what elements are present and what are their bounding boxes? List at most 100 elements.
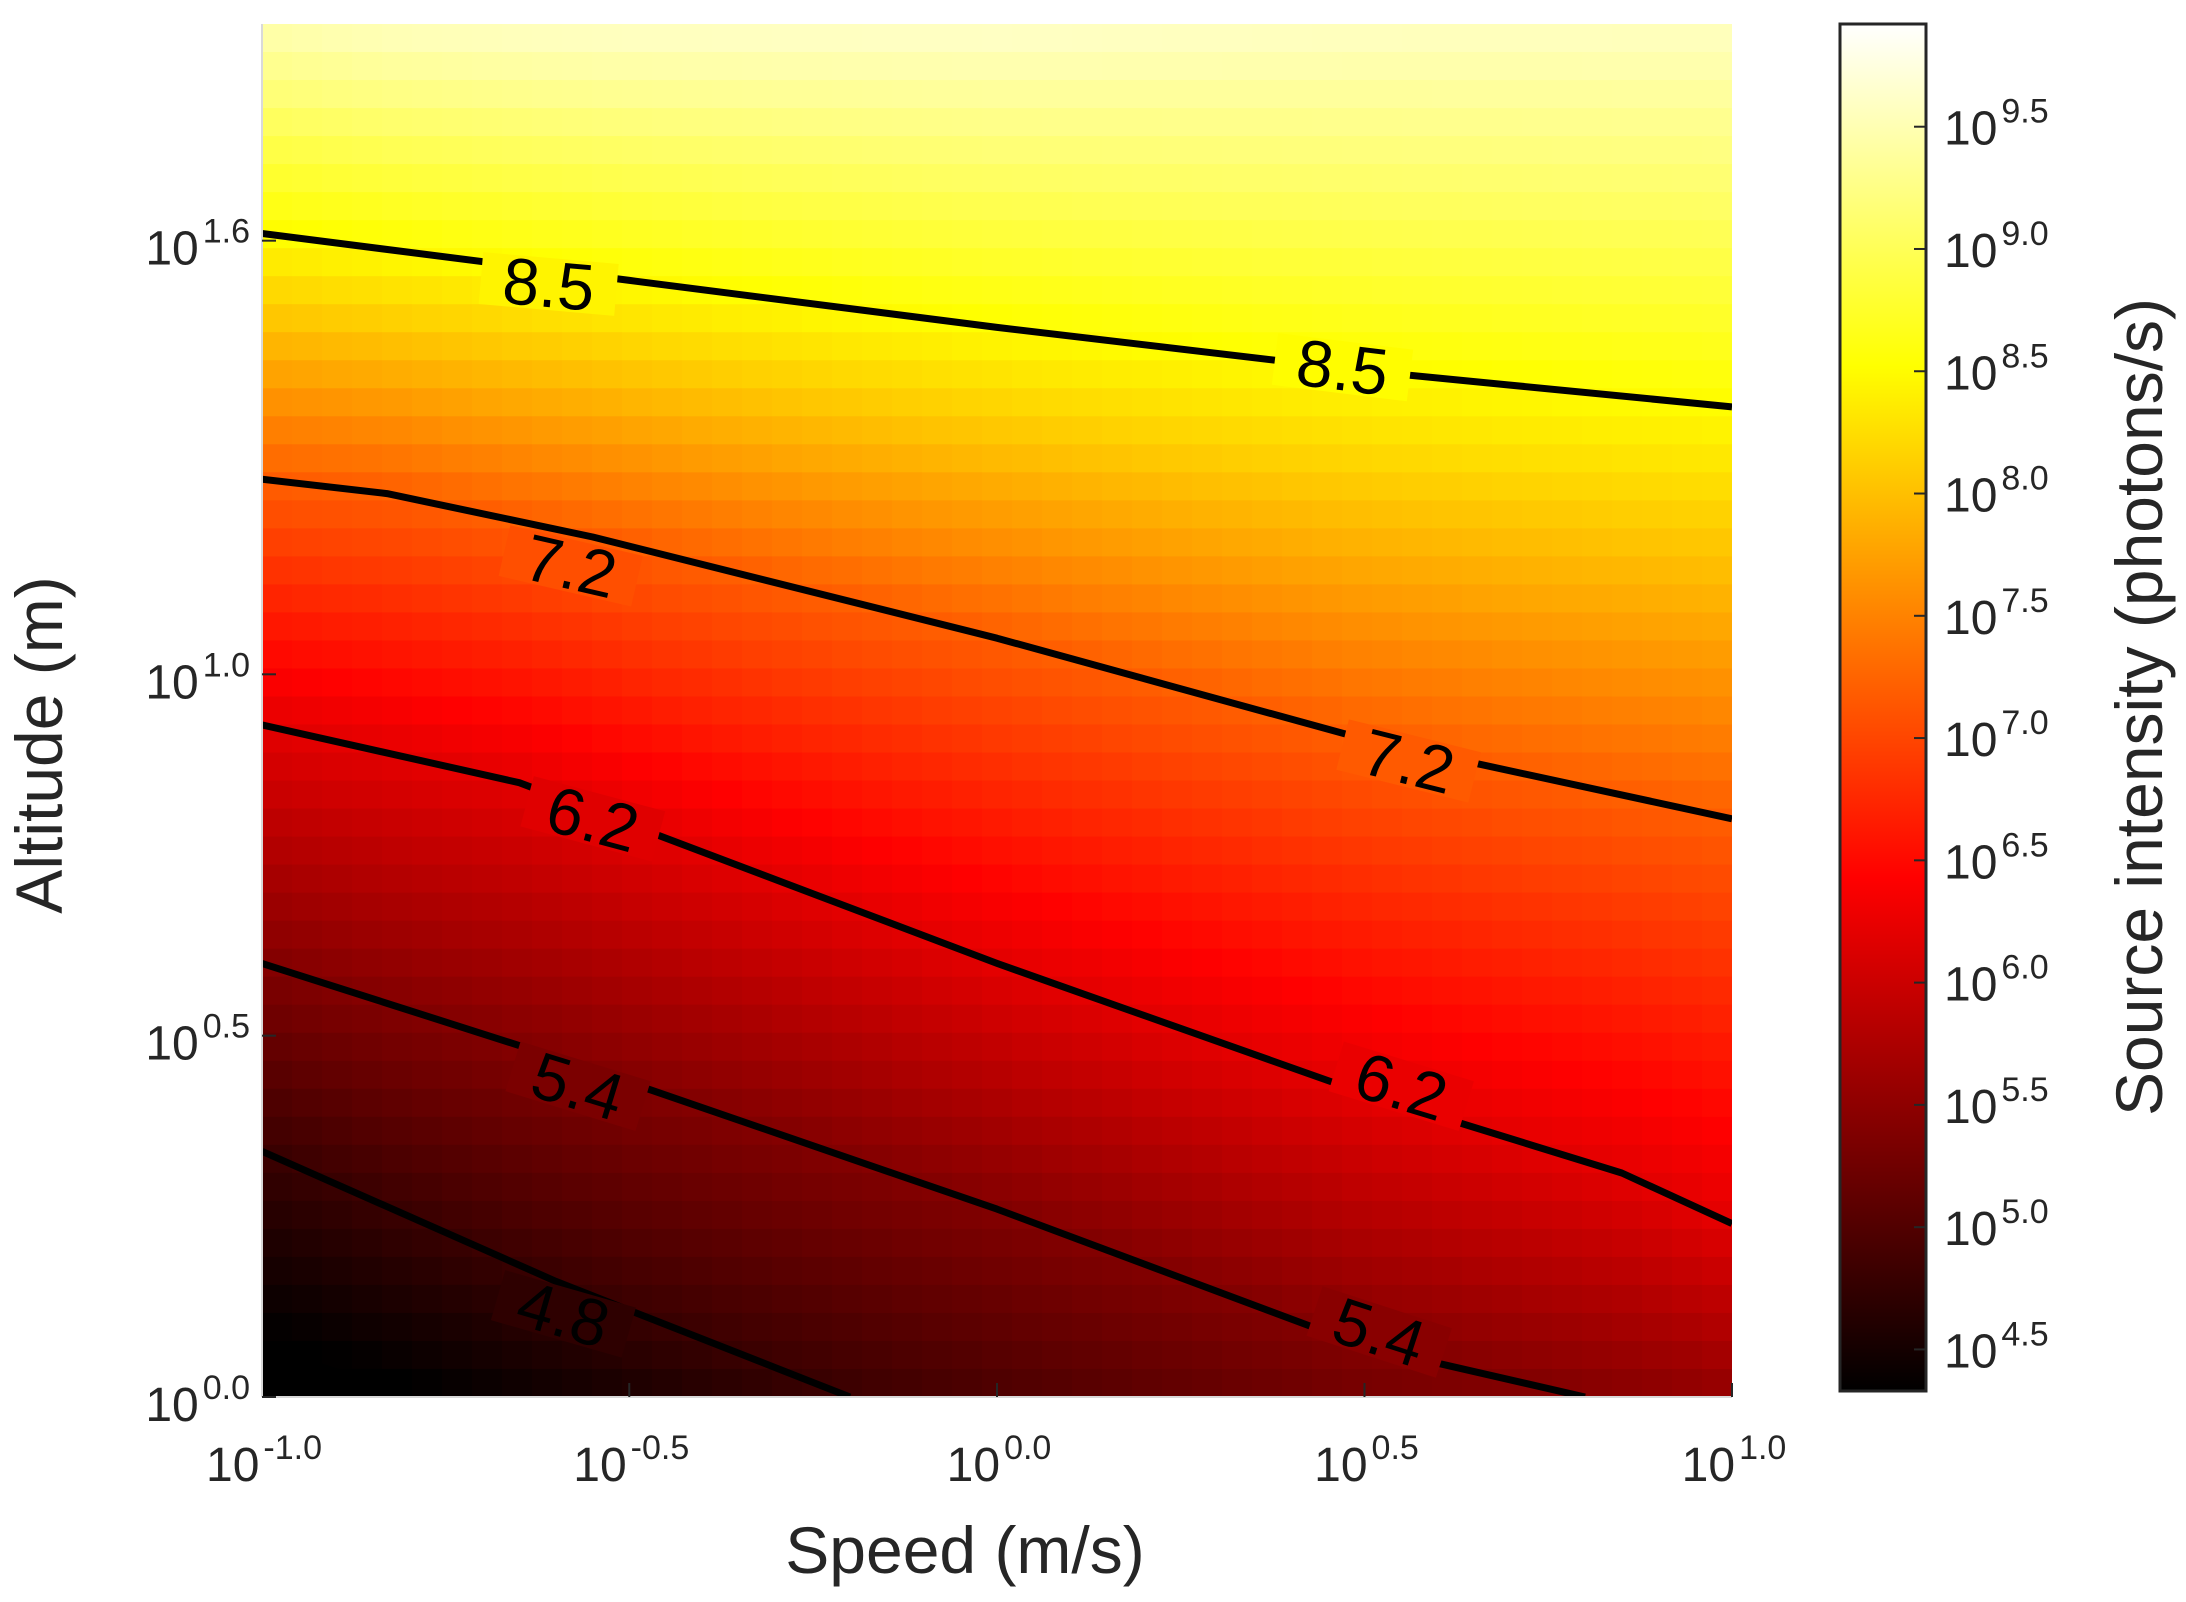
heatmap-cell (1162, 248, 1193, 277)
heatmap-cell (712, 976, 743, 1006)
heatmap-cell (922, 1088, 953, 1118)
heatmap-cell (1072, 164, 1103, 193)
heatmap-cell (952, 388, 983, 418)
heatmap-cell (1072, 1312, 1103, 1342)
heatmap-cell (592, 416, 623, 446)
heatmap-cell (322, 808, 353, 838)
heatmap-cell (442, 976, 473, 1006)
heatmap-cell (1012, 360, 1043, 390)
heatmap-cell (892, 220, 923, 249)
heatmap-cell (1402, 80, 1433, 109)
heatmap-cell (1522, 500, 1553, 530)
heatmap-cell (982, 136, 1013, 165)
heatmap-cell (1072, 584, 1103, 614)
heatmap-cell (952, 1256, 983, 1286)
heatmap-cell (982, 24, 1013, 53)
heatmap-cell (982, 1228, 1013, 1258)
heatmap-cell (772, 304, 803, 334)
heatmap-cell (892, 1004, 923, 1034)
heatmap-cell (382, 80, 413, 109)
heatmap-cell (382, 220, 413, 249)
heatmap-cell (1402, 248, 1433, 277)
heatmap-cell (1042, 1088, 1073, 1118)
heatmap-cell (382, 1284, 413, 1314)
heatmap-cell (682, 696, 713, 726)
heatmap-cell (1042, 892, 1073, 922)
heatmap-cell (1522, 892, 1553, 922)
heatmap-cell (1342, 276, 1373, 305)
heatmap-cell (1612, 1256, 1643, 1286)
heatmap-cell (772, 1144, 803, 1174)
heatmap-cell (862, 80, 893, 109)
heatmap-cell (1222, 472, 1253, 502)
heatmap-cell (1012, 1004, 1043, 1034)
heatmap-cell (1342, 976, 1373, 1006)
heatmap-cell (322, 696, 353, 726)
heatmap-cell (1282, 528, 1313, 558)
heatmap-cell (1132, 360, 1163, 390)
heatmap-cell (1162, 1032, 1193, 1062)
colorbar-tick-label: 10 4.5 (1944, 1315, 2049, 1378)
heatmap-cell (1012, 892, 1043, 922)
heatmap-cell (1552, 556, 1583, 586)
heatmap-cell (862, 836, 893, 866)
heatmap-cell (382, 360, 413, 390)
heatmap-cell (1492, 136, 1523, 165)
heatmap-cell (502, 1200, 533, 1230)
heatmap-cell (292, 80, 323, 109)
heatmap-cell (1252, 612, 1283, 642)
heatmap-cell (1522, 1060, 1553, 1090)
heatmap-cell (622, 696, 653, 726)
heatmap-cell (532, 1004, 563, 1034)
heatmap-cell (1282, 1172, 1313, 1202)
heatmap-cell (1192, 1340, 1223, 1370)
heatmap-cell (592, 1228, 623, 1258)
heatmap-cell (1102, 836, 1133, 866)
heatmap-cell (622, 1340, 653, 1370)
heatmap-cell (1282, 1144, 1313, 1174)
heatmap-cell (742, 1004, 773, 1034)
heatmap-cell (382, 24, 413, 53)
heatmap-cell (1132, 724, 1163, 754)
heatmap-cell (592, 52, 623, 81)
heatmap-cell (412, 164, 443, 193)
heatmap-cell (652, 1340, 683, 1370)
heatmap-cell (502, 360, 533, 390)
heatmap-cell (1192, 1368, 1223, 1397)
heatmap-cell (1312, 584, 1343, 614)
heatmap-cell (1312, 416, 1343, 446)
heatmap-cell (472, 388, 503, 418)
heatmap-cell (1552, 1256, 1583, 1286)
heatmap-cell (1312, 80, 1343, 109)
heatmap-cell (862, 416, 893, 446)
heatmap-cell (1012, 220, 1043, 249)
heatmap-cell (322, 864, 353, 894)
heatmap-cell (1072, 1368, 1103, 1397)
heatmap-cell (322, 24, 353, 53)
heatmap-cell (1492, 948, 1523, 978)
heatmap-cell (892, 416, 923, 446)
heatmap-cell (1342, 948, 1373, 978)
heatmap-cell (472, 892, 503, 922)
heatmap-cell (682, 752, 713, 782)
heatmap-cell (742, 472, 773, 502)
heatmap-cell (262, 780, 293, 810)
heatmap-cell (1672, 276, 1703, 305)
heatmap-cell (682, 892, 713, 922)
heatmap-cell (862, 108, 893, 137)
heatmap-cell (1702, 668, 1732, 698)
contour-label-gap (1336, 719, 1481, 803)
heatmap-cell (382, 1032, 413, 1062)
heatmap-cell (1012, 136, 1043, 165)
heatmap-cell (1492, 668, 1523, 698)
heatmap-cell (1102, 584, 1133, 614)
heatmap-cell (352, 864, 383, 894)
heatmap-cell (802, 108, 833, 137)
heatmap-cell (1612, 80, 1643, 109)
heatmap-cell (1252, 1004, 1283, 1034)
heatmap-cell (1672, 612, 1703, 642)
heatmap-cell (1222, 892, 1253, 922)
heatmap-cell (502, 584, 533, 614)
heatmap-cell (412, 696, 443, 726)
heatmap-cell (1582, 808, 1613, 838)
